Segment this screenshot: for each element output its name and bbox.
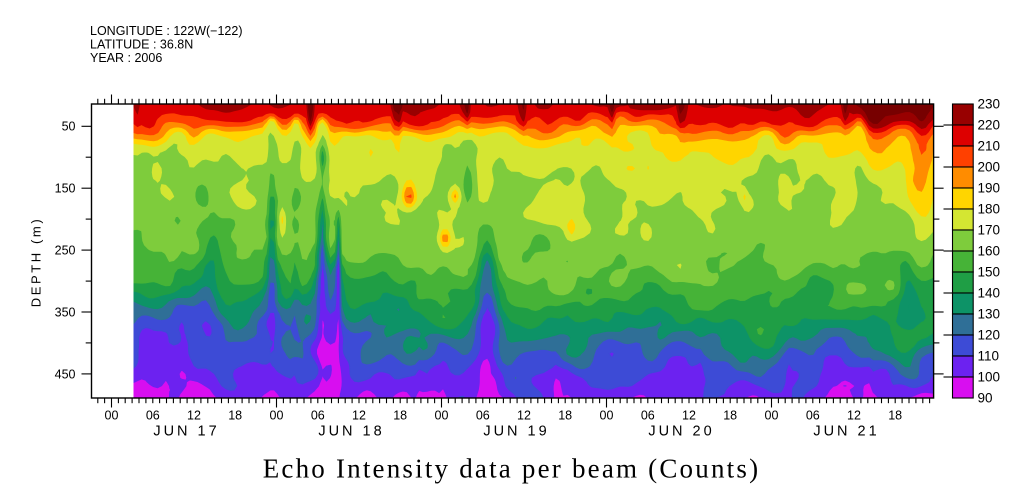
svg-text:160: 160 [978, 244, 1001, 259]
svg-text:00: 00 [105, 409, 119, 423]
svg-text:00: 00 [765, 409, 779, 423]
svg-text:06: 06 [806, 409, 820, 423]
svg-text:12: 12 [187, 409, 201, 423]
svg-text:Echo Intensity data per beam (: Echo Intensity data per beam (Counts) [263, 454, 761, 484]
svg-text:350: 350 [55, 305, 76, 319]
svg-text:100: 100 [978, 370, 1001, 385]
svg-text:150: 150 [978, 265, 1001, 280]
svg-text:12: 12 [847, 409, 861, 423]
svg-text:06: 06 [146, 409, 160, 423]
svg-text:LONGITUDE : 122W(−122): LONGITUDE : 122W(−122) [90, 24, 242, 38]
svg-text:JUN 19: JUN 19 [483, 424, 549, 440]
svg-text:JUN 21: JUN 21 [813, 424, 879, 440]
svg-text:200: 200 [978, 160, 1001, 175]
svg-text:18: 18 [723, 409, 737, 423]
svg-text:06: 06 [476, 409, 490, 423]
svg-text:18: 18 [888, 409, 902, 423]
svg-text:JUN 18: JUN 18 [318, 424, 384, 440]
svg-text:180: 180 [978, 202, 1001, 217]
svg-text:12: 12 [352, 409, 366, 423]
svg-text:06: 06 [641, 409, 655, 423]
svg-text:140: 140 [978, 286, 1001, 301]
svg-text:90: 90 [978, 391, 993, 406]
svg-text:130: 130 [978, 307, 1001, 322]
svg-text:110: 110 [978, 349, 1000, 364]
svg-text:12: 12 [682, 409, 696, 423]
svg-text:06: 06 [311, 409, 325, 423]
svg-text:YEAR : 2006: YEAR : 2006 [90, 51, 162, 65]
svg-text:12: 12 [517, 409, 531, 423]
svg-text:00: 00 [600, 409, 614, 423]
svg-text:18: 18 [393, 409, 407, 423]
svg-text:150: 150 [55, 182, 76, 196]
svg-text:50: 50 [62, 120, 76, 134]
svg-text:450: 450 [55, 367, 76, 381]
svg-text:190: 190 [978, 181, 1001, 196]
svg-text:230: 230 [978, 97, 1001, 112]
svg-text:170: 170 [978, 223, 1001, 238]
svg-text:LATITUDE : 36.8N: LATITUDE : 36.8N [90, 38, 193, 52]
svg-text:00: 00 [270, 409, 284, 423]
svg-text:220: 220 [978, 118, 1001, 133]
svg-text:120: 120 [978, 328, 1001, 343]
svg-text:18: 18 [228, 409, 242, 423]
svg-text:250: 250 [55, 244, 76, 258]
svg-text:210: 210 [978, 139, 1001, 154]
svg-text:JUN 20: JUN 20 [648, 424, 714, 440]
svg-text:18: 18 [558, 409, 572, 423]
svg-text:DEPTH (m): DEPTH (m) [29, 217, 44, 308]
svg-text:JUN 17: JUN 17 [153, 424, 219, 440]
svg-text:00: 00 [435, 409, 449, 423]
